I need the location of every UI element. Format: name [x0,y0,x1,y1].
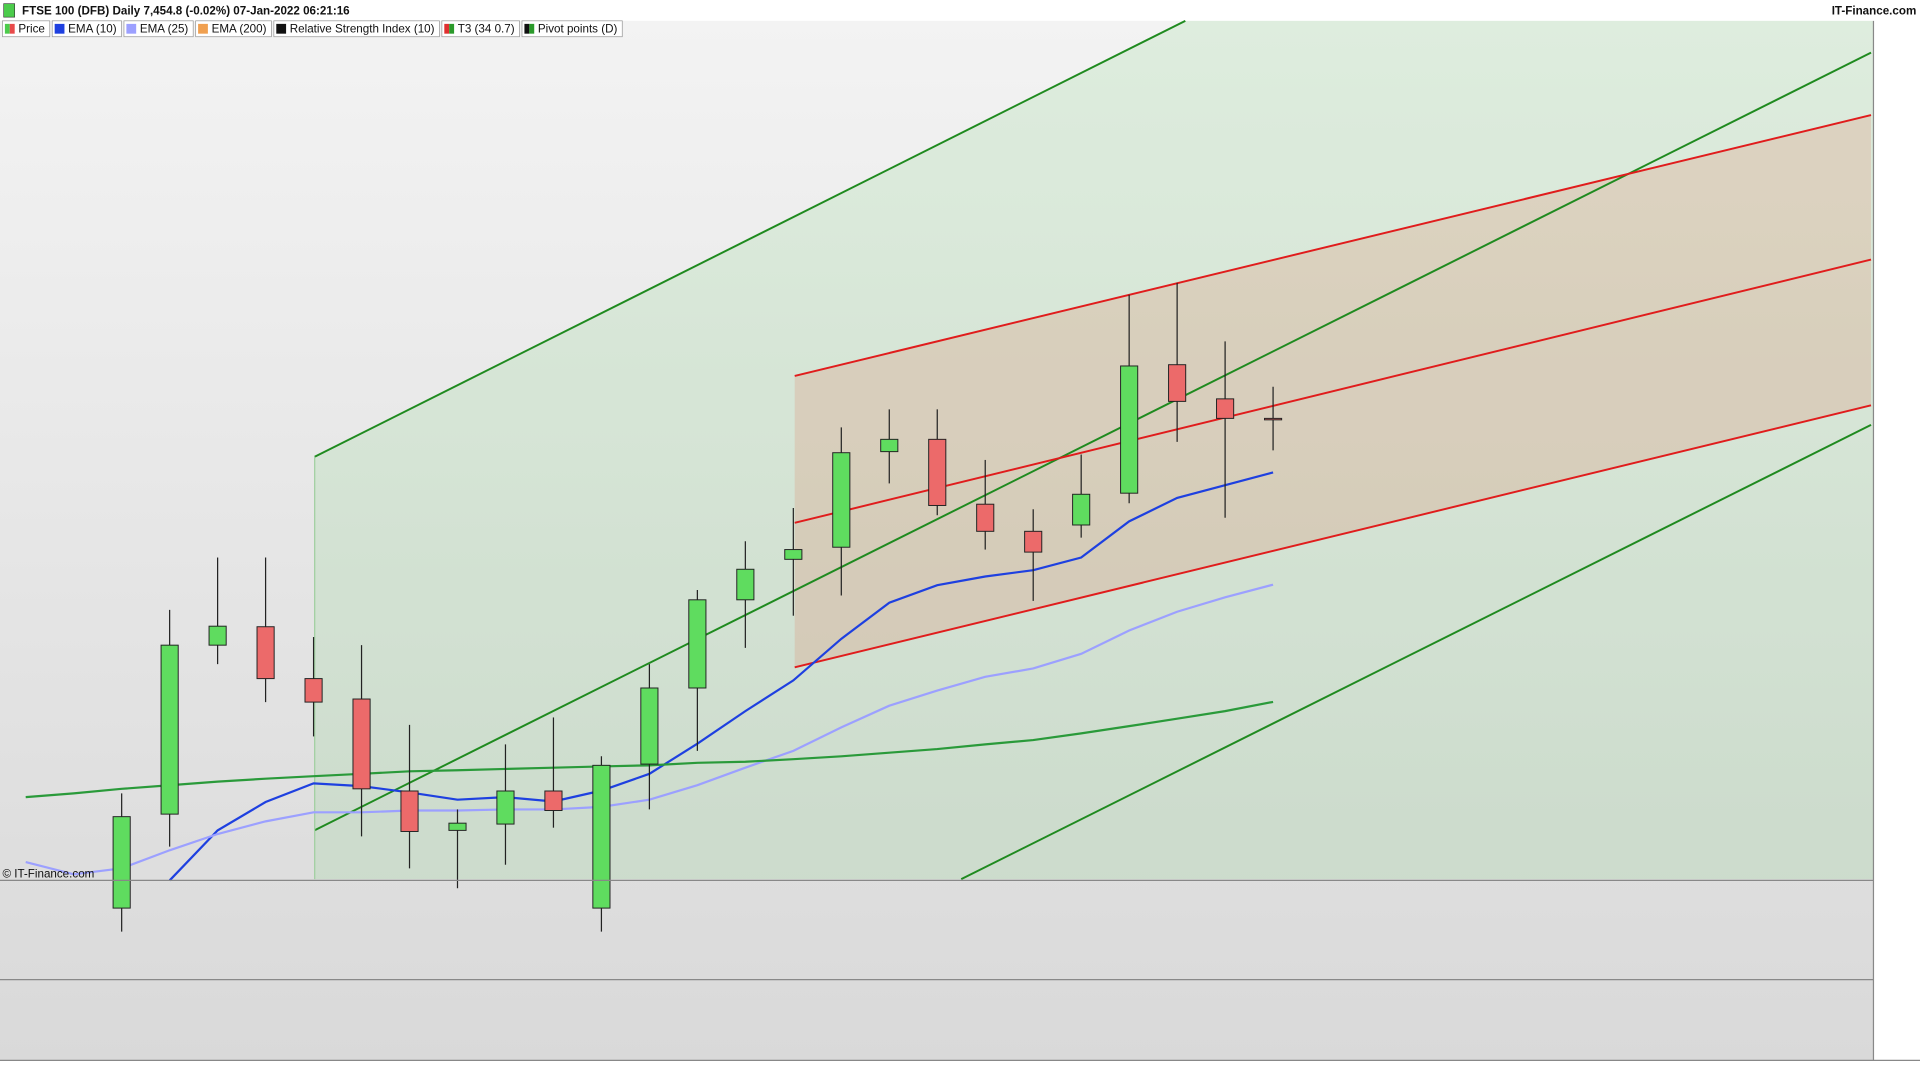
candle-body [448,822,467,831]
legend-swatch [198,23,208,34]
candle-body [1216,398,1235,419]
legend-swatch [4,23,10,34]
legend-swatch [54,23,65,34]
legend-swatch [444,23,450,34]
legend: Price EMA (10) EMA (25) EMA (200) Relative S… [2,20,623,38]
candle-body [544,790,563,812]
price-plot [25,282,1283,932]
legend-box [441,20,520,38]
legend-swatch [529,23,535,34]
green-channel-upper [314,19,1186,458]
candle-body [1072,493,1091,526]
candle-body [832,452,851,548]
legend-box [51,20,122,38]
candle-body [1120,365,1139,494]
legend-label: EMA (25) [140,22,189,35]
candle-body [736,568,755,601]
candle-body [784,549,803,560]
legend-box [521,20,623,38]
candle-body [496,790,515,825]
green-channel-middle [314,51,1872,832]
legend-swatch [126,23,137,34]
legend-swatch [524,23,530,34]
candle-body [1264,417,1283,421]
candle-body [112,816,131,909]
candle-body [1168,364,1187,402]
legend-label: T3 (34 0.7) [458,22,515,35]
candle-body [976,503,995,532]
legend-box [123,20,194,38]
candle-body [1024,530,1043,553]
legend-label: Price [18,22,45,35]
legend-swatch [276,23,287,34]
red-channel-middle [794,258,1872,524]
plot-layer [25,282,1283,932]
candle-body [304,678,323,703]
legend-box [195,20,272,38]
legend-swatch [449,23,455,34]
candle-body [352,698,371,790]
candle-body [256,626,275,680]
legend-label: Pivot points (D) [538,22,618,35]
candle-body [928,438,947,506]
red-channel-upper [794,114,1872,377]
green-channel-lower [960,424,1872,881]
red-channel-lower [794,404,1872,669]
legend-box [273,20,440,38]
candle-body [688,599,707,689]
copyright: © IT-Finance.com [2,867,94,880]
candle-body [160,644,179,815]
legend-label: Relative Strength Index (10) [290,22,435,35]
candle-body [880,438,899,453]
chart-title: FTSE 100 (DFB) Daily 7,454.8 (-0.02%) 07… [22,5,350,18]
candle-body [640,687,659,765]
candle-body [592,764,611,909]
logo [3,3,15,18]
legend-swatch [9,23,15,34]
legend-label: EMA (200) [212,22,267,35]
legend-label: EMA (10) [68,22,117,35]
candle-body [208,625,227,646]
candle-body [400,790,419,832]
brand: IT-Finance.com [1832,5,1917,18]
plot-background [0,20,1874,1061]
